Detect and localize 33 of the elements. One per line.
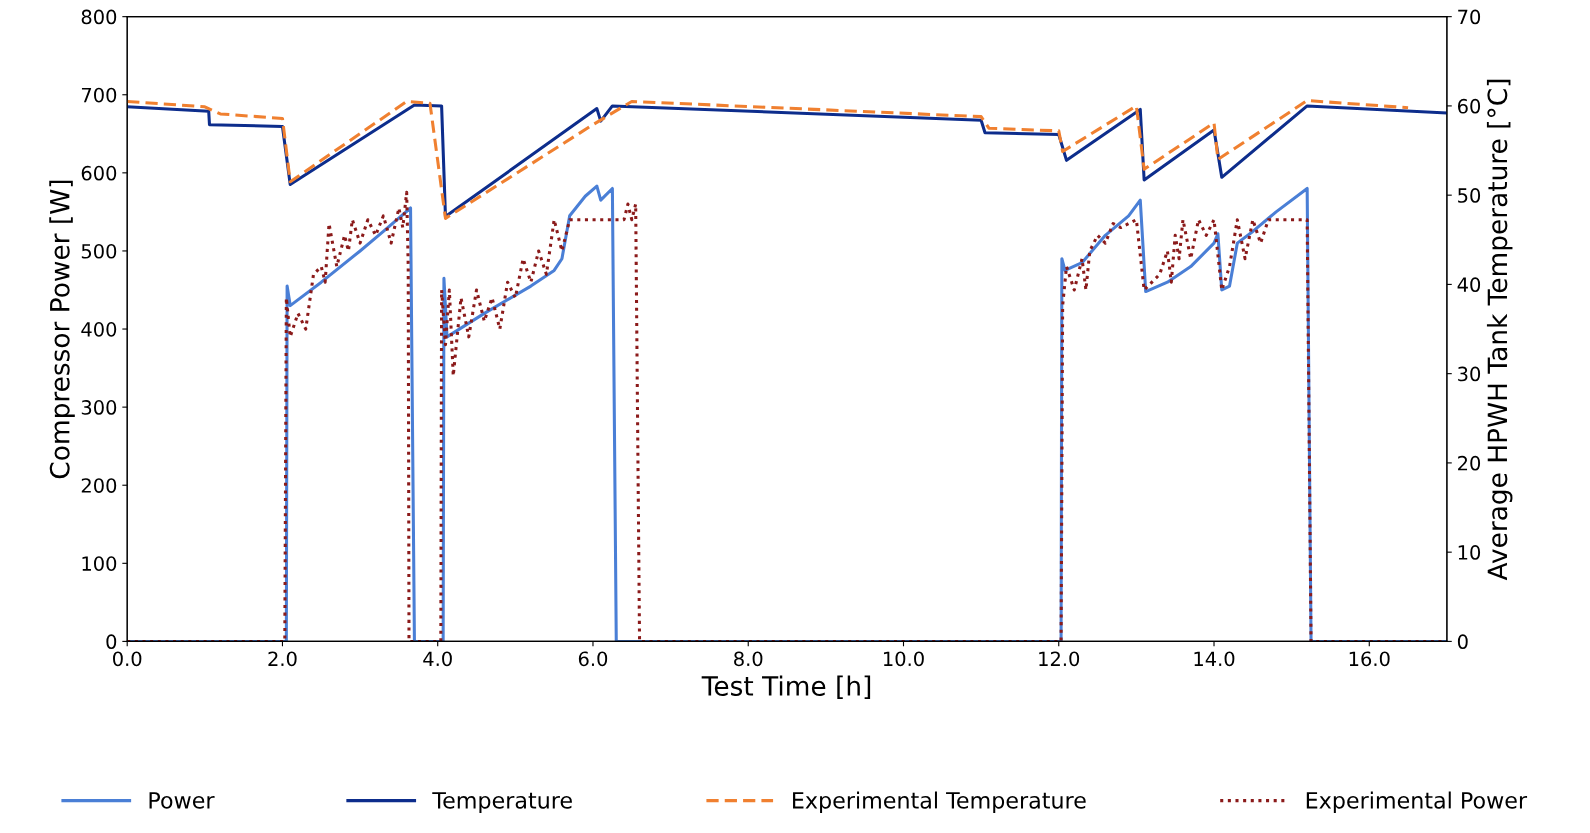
x-tick-label: 2.0 (268, 651, 297, 667)
y2-tick-label: 60 (1457, 98, 1481, 114)
y-tick-label: 800 (81, 9, 117, 25)
y2-tick-label: 10 (1458, 545, 1481, 560)
y2-axis-title: Average HPWH Tank Temperature [°C] (1486, 79, 1513, 581)
y-tick-label: 600 (81, 165, 117, 181)
x-axis-title: Test Time [h] (701, 675, 871, 700)
x-tick-label: 14.0 (1194, 651, 1235, 667)
x-tick-label: 0.0 (113, 651, 142, 667)
x-tick-label: 4.0 (423, 651, 452, 667)
y2-tick-label: 0 (1457, 634, 1468, 650)
x-tick-label: 12.0 (1039, 651, 1080, 667)
x-tick-label: 10.0 (883, 651, 924, 667)
y2-tick-label: 30 (1458, 366, 1481, 382)
x-tick-label: 6.0 (578, 651, 608, 667)
y2-tick-label: 50 (1458, 188, 1481, 203)
legend-label: Experimental Power (1306, 791, 1528, 813)
y-tick-label: 300 (81, 400, 117, 415)
y-tick-label: 400 (81, 321, 117, 337)
y-tick-label: 700 (81, 87, 117, 103)
y-tick-label: 100 (82, 556, 117, 571)
legend-label: Power (149, 792, 215, 809)
y-tick-label: 0 (106, 634, 117, 650)
y-tick-label: 500 (81, 243, 117, 259)
legend-label: Temperature (432, 792, 572, 813)
x-tick-label: 16.0 (1349, 651, 1390, 667)
y-axis-title: Compressor Power [W] (49, 180, 75, 479)
x-tick-label: 8.0 (734, 651, 763, 667)
legend-label: Experimental Temperature (793, 791, 1086, 813)
y2-tick-label: 20 (1458, 455, 1481, 471)
y2-tick-label: 70 (1458, 9, 1481, 25)
y-tick-label: 200 (81, 478, 117, 493)
y2-tick-label: 40 (1457, 277, 1481, 293)
